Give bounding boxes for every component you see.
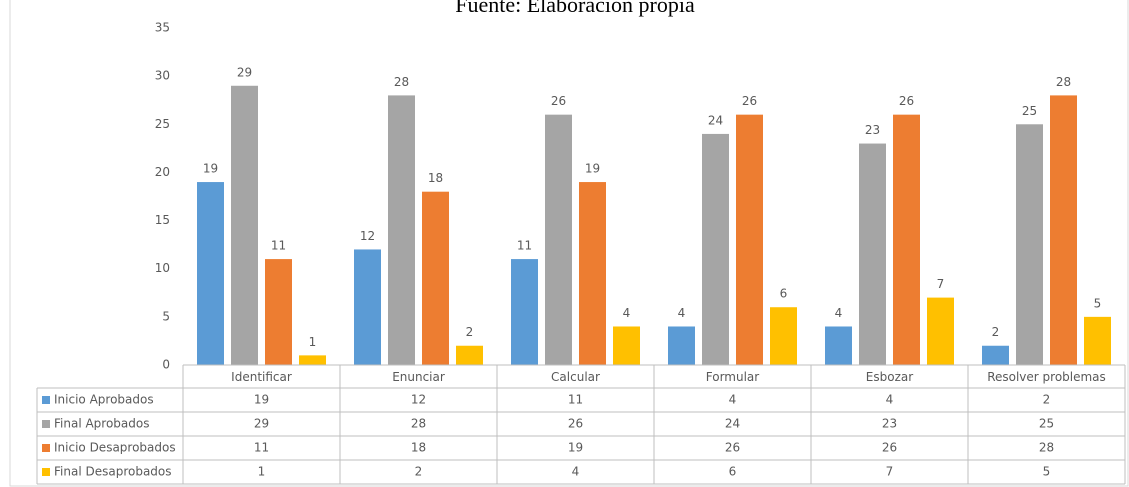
data-label: 19 bbox=[203, 162, 218, 176]
bar bbox=[927, 297, 954, 365]
table-cell: 12 bbox=[411, 393, 426, 407]
table-cell: 19 bbox=[568, 441, 583, 455]
table-cell: 1 bbox=[258, 465, 266, 479]
data-label: 18 bbox=[428, 171, 443, 185]
x-tick-label: Esbozar bbox=[866, 370, 913, 384]
table-cell: 25 bbox=[1039, 417, 1054, 431]
y-tick-label: 15 bbox=[155, 213, 170, 227]
table-cell: 6 bbox=[729, 465, 737, 479]
table-cell: 4 bbox=[572, 465, 580, 479]
data-label: 23 bbox=[865, 123, 880, 137]
legend-label: Final Aprobados bbox=[54, 417, 150, 431]
bar bbox=[668, 326, 695, 365]
table-cell: 4 bbox=[886, 393, 894, 407]
table-cell: 2 bbox=[1043, 393, 1051, 407]
data-label: 12 bbox=[360, 229, 375, 243]
table-cell: 4 bbox=[729, 393, 737, 407]
bar bbox=[545, 114, 572, 366]
table-cell: 11 bbox=[254, 441, 269, 455]
bar bbox=[893, 114, 920, 366]
y-tick-label: 25 bbox=[155, 117, 170, 131]
x-tick-label: Formular bbox=[706, 370, 760, 384]
data-label: 24 bbox=[708, 113, 723, 127]
y-tick-label: 30 bbox=[155, 69, 170, 83]
data-label: 26 bbox=[899, 94, 914, 108]
bar bbox=[231, 85, 258, 366]
data-label: 19 bbox=[585, 162, 600, 176]
y-tick-label: 10 bbox=[155, 261, 170, 275]
y-tick-label: 0 bbox=[162, 358, 170, 372]
data-label: 25 bbox=[1022, 104, 1037, 118]
table-cell: 5 bbox=[1043, 465, 1051, 479]
chart-title: Fuente: Elaboración propia bbox=[455, 0, 695, 17]
legend-label: Inicio Desaprobados bbox=[54, 441, 176, 455]
bar bbox=[982, 345, 1009, 365]
x-tick-label: Identificar bbox=[231, 370, 292, 384]
bar bbox=[1016, 124, 1043, 366]
data-label: 26 bbox=[551, 94, 566, 108]
table-cell: 26 bbox=[725, 441, 740, 455]
bar bbox=[770, 307, 797, 365]
bar bbox=[197, 182, 224, 365]
bar bbox=[859, 143, 886, 365]
bar bbox=[456, 345, 483, 365]
data-label: 4 bbox=[623, 306, 631, 320]
bar bbox=[736, 114, 763, 366]
bar bbox=[354, 249, 381, 365]
table-cell: 26 bbox=[568, 417, 583, 431]
data-label: 11 bbox=[517, 239, 532, 253]
table-cell: 11 bbox=[568, 393, 583, 407]
data-label: 2 bbox=[466, 325, 474, 339]
legend-label: Final Desaprobados bbox=[54, 465, 172, 479]
legend-swatch bbox=[42, 396, 50, 404]
bar bbox=[388, 95, 415, 366]
data-label: 28 bbox=[394, 75, 409, 89]
table-cell: 18 bbox=[411, 441, 426, 455]
legend-swatch bbox=[42, 444, 50, 452]
data-label: 5 bbox=[1094, 296, 1102, 310]
legend-swatch bbox=[42, 420, 50, 428]
data-label: 1 bbox=[309, 335, 317, 349]
table-cell: 2 bbox=[415, 465, 423, 479]
bar bbox=[1084, 316, 1111, 365]
data-label: 2 bbox=[992, 325, 1000, 339]
table-cell: 28 bbox=[1039, 441, 1054, 455]
bar bbox=[422, 191, 449, 365]
data-label: 29 bbox=[237, 65, 252, 79]
data-label: 26 bbox=[742, 94, 757, 108]
legend-swatch bbox=[42, 468, 50, 476]
table-cell: 7 bbox=[886, 465, 894, 479]
table-cell: 28 bbox=[411, 417, 426, 431]
table-cell: 26 bbox=[882, 441, 897, 455]
x-tick-label: Resolver problemas bbox=[987, 370, 1106, 384]
bar bbox=[825, 326, 852, 365]
data-label: 7 bbox=[937, 277, 945, 291]
bar bbox=[299, 355, 326, 365]
legend-label: Inicio Aprobados bbox=[54, 393, 154, 407]
bar bbox=[1050, 95, 1077, 366]
x-tick-label: Enunciar bbox=[392, 370, 445, 384]
data-label: 4 bbox=[835, 306, 843, 320]
data-label: 11 bbox=[271, 239, 286, 253]
data-label: 4 bbox=[678, 306, 686, 320]
table-cell: 29 bbox=[254, 417, 269, 431]
bar bbox=[613, 326, 640, 365]
y-tick-label: 20 bbox=[155, 165, 170, 179]
bar bbox=[265, 259, 292, 365]
bar bbox=[702, 133, 729, 365]
y-tick-label: 5 bbox=[162, 309, 170, 323]
bar bbox=[579, 182, 606, 365]
bar bbox=[511, 259, 538, 365]
table-cell: 19 bbox=[254, 393, 269, 407]
table-cell: 23 bbox=[882, 417, 897, 431]
x-tick-label: Calcular bbox=[551, 370, 600, 384]
y-tick-label: 35 bbox=[155, 21, 170, 35]
data-label: 28 bbox=[1056, 75, 1071, 89]
data-label: 6 bbox=[780, 287, 788, 301]
table-cell: 24 bbox=[725, 417, 740, 431]
